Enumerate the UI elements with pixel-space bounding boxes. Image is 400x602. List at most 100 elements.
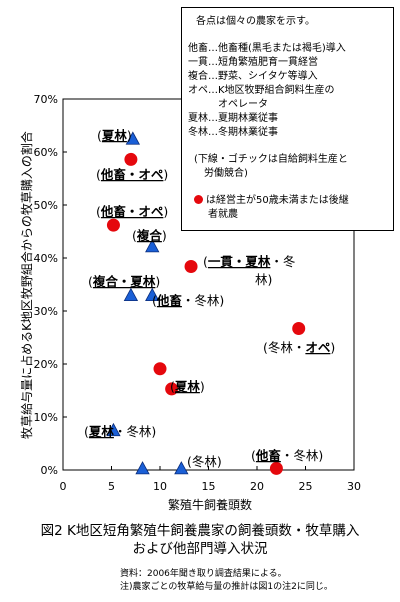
- y-tick-label: 60%: [34, 146, 58, 159]
- axes: 0 5 10 15 20 25 30 0% 10% 20% 30% 40% 50% 60% 70%: [34, 93, 361, 493]
- point-label-part: ): [163, 204, 168, 219]
- point-label: (冬林・オペ): [263, 340, 335, 355]
- point-label: (夏林): [170, 379, 205, 394]
- y-tick-label: 50%: [34, 199, 58, 212]
- point-label-part: (: [251, 448, 256, 463]
- x-tick-label: 10: [153, 480, 167, 493]
- circle-point: [165, 382, 179, 396]
- x-tick-label: 20: [250, 480, 264, 493]
- footnote: 注)農家ごとの牧草給与量の推計は図1の注2に同じ。: [120, 582, 333, 592]
- point-label-part: 他畜: [255, 448, 281, 463]
- point-label-part: 複合: [136, 228, 163, 243]
- circle-point: [153, 362, 167, 376]
- legend-note-underline: (下線・ゴチックは自給飼料生産と: [194, 154, 348, 165]
- legend-item-ope-cont: オペレータ: [188, 99, 268, 110]
- x-tick-label: 25: [299, 480, 313, 493]
- legend-item-natsurin: 夏林…夏期林業従事: [188, 113, 278, 124]
- point-label-part: 他畜: [156, 293, 182, 308]
- point-label-part: (: [96, 167, 101, 182]
- point-label: (他畜・オペ): [96, 204, 168, 219]
- point-label: (複合・夏林): [88, 274, 160, 289]
- legend-box: 各点は個々の農家を示す。 他畜…他畜種(黒毛または褐毛)導入 一貫…短角繁殖肥育…: [181, 7, 394, 231]
- circle-point: [269, 461, 283, 475]
- x-tick-label: 15: [202, 480, 216, 493]
- point-label-part: ): [200, 379, 205, 394]
- point-label: (他畜・冬林): [152, 293, 224, 308]
- point-label-part: 他畜・オペ: [100, 204, 164, 219]
- point-label-part: (: [97, 128, 102, 143]
- point-label-part: (冬林・: [263, 340, 305, 355]
- red-dot-icon: [194, 195, 203, 204]
- point-label-part: ): [330, 340, 335, 355]
- point-label: (他畜・冬林): [251, 448, 323, 463]
- source-note: 資料：2006年聞き取り調査結果による。: [120, 569, 287, 579]
- point-label: (冬林): [187, 454, 222, 469]
- point-label-part: ・冬林): [281, 448, 323, 463]
- point-label-part: 複合・夏林: [92, 274, 156, 289]
- point-label-continuation: 林): [255, 272, 272, 287]
- y-tick-label: 70%: [34, 93, 58, 106]
- point-label-part: ): [155, 274, 160, 289]
- y-tick-label: 20%: [34, 358, 58, 371]
- point-label-part: (: [88, 274, 93, 289]
- point-label-part: 夏林: [101, 128, 128, 143]
- figure-caption-line2: および他部門導入状況: [132, 541, 268, 557]
- point-label-part: ): [163, 167, 168, 182]
- triangle-point: [174, 461, 189, 475]
- point-labels: (夏林)(複合)(複合・夏林)(他畜・冬林)(夏林・冬林)(冬林)(他畜・オペ)…: [84, 128, 335, 469]
- y-tick-label: 10%: [34, 411, 58, 424]
- point-label-part: 夏林: [88, 424, 115, 439]
- y-axis-label: 牧草給与量に占めるK地区牧野組合からの牧草購入の割合: [19, 131, 34, 439]
- circle-point: [124, 152, 138, 166]
- point-label: (一貫・夏林・冬: [203, 254, 295, 269]
- legend-item-fukugo: 複合…野菜、シイタケ等導入: [188, 71, 318, 82]
- point-label: (他畜・オペ): [96, 167, 168, 182]
- triangle-point: [123, 287, 139, 302]
- legend-red-note: は経営主が50歳未満または後継: [188, 194, 387, 208]
- circle-point: [292, 321, 306, 335]
- circle-point: [184, 259, 198, 273]
- legend-red-note-cont: 者就農: [208, 209, 238, 220]
- legend-item-ikkan: 一貫…短角繁殖肥育一貫経営: [188, 57, 318, 68]
- circle-point: [106, 218, 120, 232]
- point-label-part: ): [162, 228, 167, 243]
- triangle-point: [135, 461, 150, 475]
- point-label-part: ・冬林): [182, 293, 224, 308]
- point-label-part: オペ: [305, 340, 331, 355]
- y-tick-label: 30%: [34, 305, 58, 318]
- legend-item-tachiku: 他畜…他畜種(黒毛または褐毛)導入: [188, 43, 346, 54]
- point-label-part: 他畜・オペ: [100, 167, 164, 182]
- point-label-part: (: [84, 424, 89, 439]
- y-tick-label: 0%: [41, 464, 58, 477]
- point-label-part: (冬林): [187, 454, 222, 469]
- point-label-part: (: [96, 204, 101, 219]
- point-label-part: ・冬: [270, 254, 295, 269]
- triangle-point: [145, 287, 160, 302]
- triangle-point: [125, 131, 141, 145]
- triangle-point: [145, 239, 160, 253]
- triangle-point: [106, 422, 121, 437]
- point-label-part: ): [127, 128, 132, 143]
- legend-item-ope: オペ…K地区牧野組合飼料生産の: [188, 85, 335, 96]
- x-axis-label: 繁殖牛飼養頭数: [168, 497, 252, 512]
- point-label-part: (: [203, 254, 208, 269]
- x-tick-label: 0: [60, 480, 67, 493]
- point-label-part: (: [152, 293, 157, 308]
- point-label: (夏林・冬林): [84, 424, 156, 439]
- point-label-part: (: [170, 379, 175, 394]
- point-label: (複合): [132, 228, 167, 243]
- point-label: (夏林): [97, 128, 132, 143]
- data-points: [106, 131, 306, 475]
- point-label-part: (: [132, 228, 137, 243]
- point-label-part: 一貫・夏林: [208, 254, 271, 269]
- x-tick-label: 30: [347, 480, 361, 493]
- y-tick-label: 40%: [34, 252, 58, 265]
- point-label-part: ・冬林): [114, 424, 156, 439]
- legend-item-fuyurin: 冬林…冬期林業従事: [188, 127, 278, 138]
- x-tick-label: 5: [108, 480, 115, 493]
- point-label-part: 夏林: [174, 379, 201, 394]
- legend-note-underline-cont: 労働競合): [194, 168, 248, 179]
- figure-caption-line1: 図2 K地区短角繁殖牛飼養農家の飼養頭数・牧草購入: [40, 523, 360, 539]
- legend-head: 各点は個々の農家を示す。: [196, 16, 315, 27]
